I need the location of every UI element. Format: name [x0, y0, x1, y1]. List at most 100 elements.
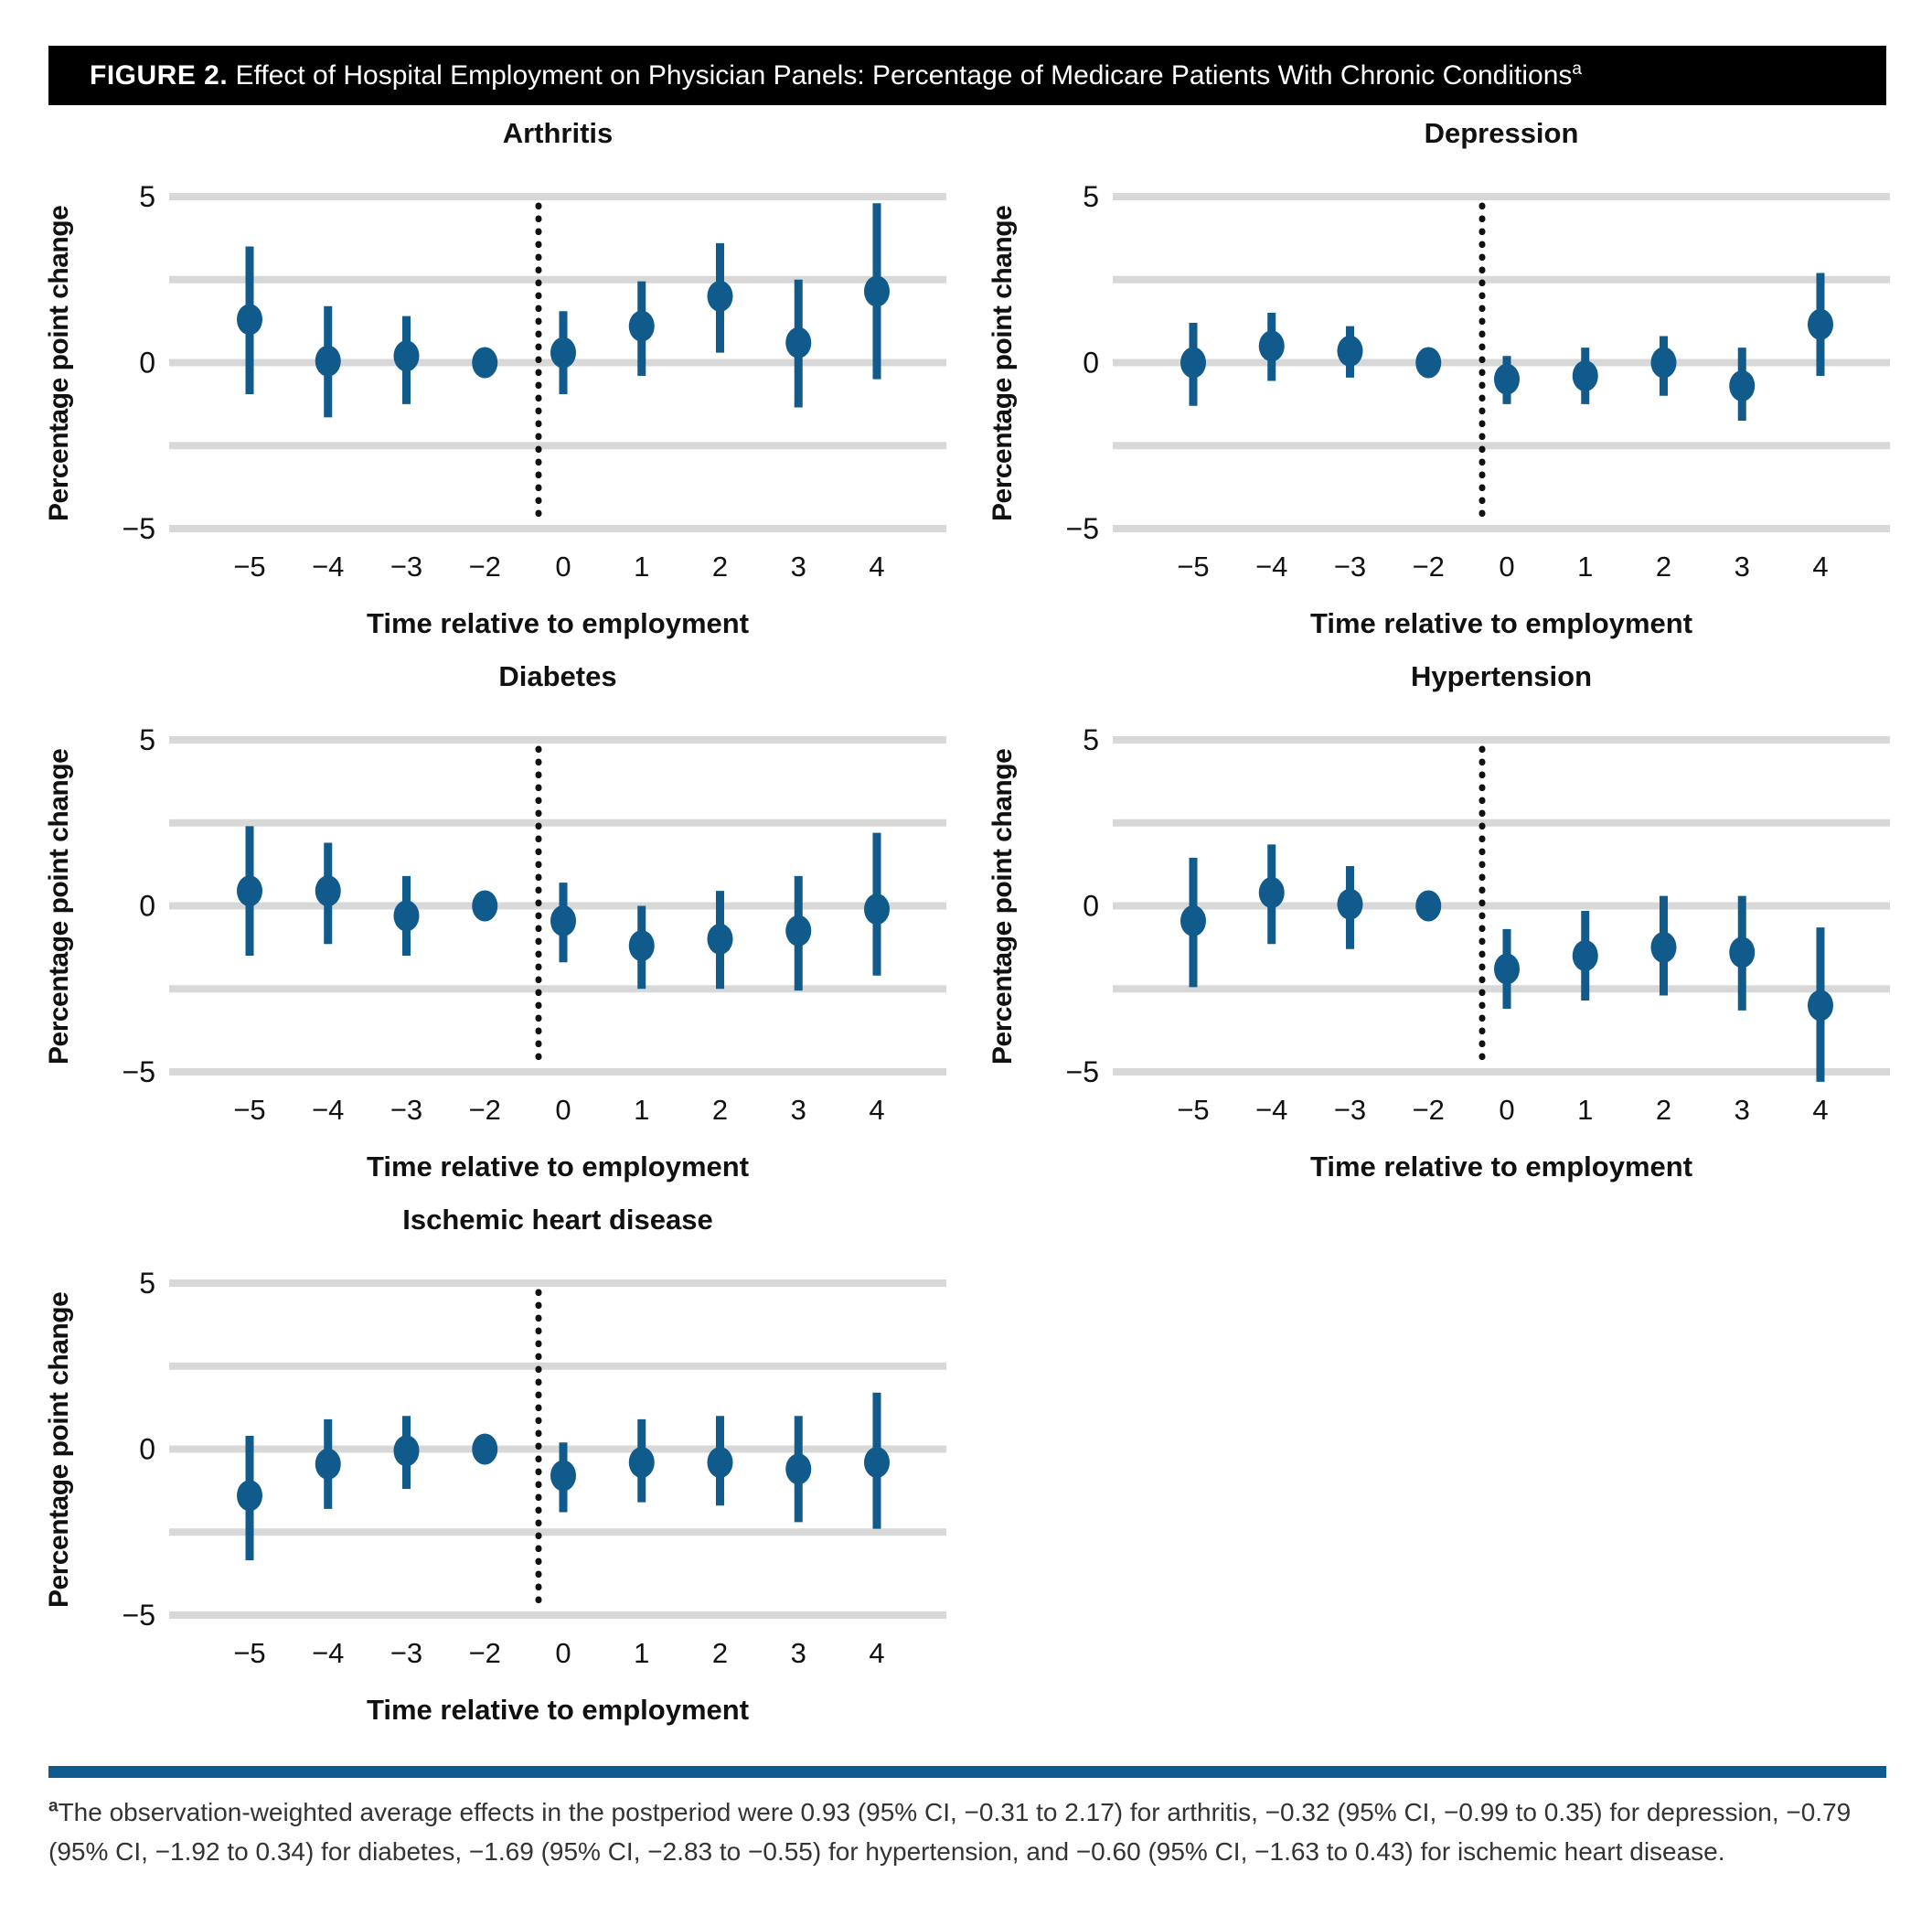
x-tick-label: −4: [1255, 1094, 1287, 1126]
x-tick-label: 4: [869, 551, 884, 583]
estimate-point: [393, 1435, 420, 1467]
reference-point: [472, 1433, 498, 1465]
y-gridline: [169, 1445, 946, 1453]
estimate-point: [1494, 363, 1520, 395]
reference-point: [472, 347, 498, 379]
estimate-point: [1258, 330, 1285, 362]
estimate-point: [315, 1448, 341, 1480]
panel-title: Depression: [1424, 117, 1579, 149]
y-tick-label: −5: [1066, 1055, 1099, 1088]
estimate-point: [550, 1460, 576, 1492]
x-tick-label: −3: [390, 1094, 422, 1126]
x-tick-label: −5: [1177, 551, 1209, 583]
reference-point: [472, 890, 498, 922]
y-gridline: [169, 1528, 946, 1536]
y-tick-label: 5: [1083, 180, 1099, 213]
x-axis-label: Time relative to employment: [1309, 607, 1693, 639]
y-gridline: [169, 442, 946, 450]
x-tick-label: 2: [1656, 1094, 1671, 1126]
y-gridline: [1113, 275, 1890, 284]
x-tick-label: 3: [791, 1637, 806, 1669]
estimate-point: [550, 904, 576, 936]
estimate-point: [864, 275, 890, 307]
x-tick-label: 3: [791, 551, 806, 583]
estimate-point: [237, 875, 262, 907]
y-tick-label: 5: [139, 723, 155, 756]
estimate-point: [1808, 308, 1833, 340]
x-tick-label: 2: [712, 1094, 728, 1126]
estimate-point: [1337, 888, 1363, 920]
plot-area: 5 0 −5 −5 −4 −3 −2 0 1 2 3 4: [123, 1267, 946, 1669]
plot-area: 5 0 −5 −5 −4 −3 −2 0 1 2 3 4: [123, 723, 946, 1126]
estimate-point: [707, 1447, 733, 1479]
x-tick-label: −5: [233, 1637, 265, 1669]
estimate-point: [315, 345, 341, 377]
figure-footnote: aThe observation-weighted average effect…: [48, 1793, 1906, 1872]
y-gridline: [169, 902, 946, 910]
estimate-point: [237, 304, 262, 336]
x-tick-label: 2: [712, 1637, 728, 1669]
y-gridline: [169, 193, 946, 200]
x-tick-label: 2: [712, 551, 728, 583]
reference-point: [1415, 347, 1442, 379]
x-tick-label: −4: [312, 551, 344, 583]
x-tick-label: −2: [469, 551, 501, 583]
plot-area: 5 0 −5 −5 −4 −3 −2 0 1 2 3 4: [1066, 180, 1890, 583]
y-tick-label: 0: [139, 890, 155, 923]
panel-hypertension: Hypertension Percentage point change 5 0−…: [980, 653, 1931, 1196]
y-gridline: [1113, 193, 1890, 200]
plot-area: 5 0 −5 −5 −4 −3 −2 0 1 2 3 4: [123, 180, 946, 583]
x-tick-label: 0: [555, 551, 571, 583]
estimate-point: [393, 900, 420, 932]
y-gridline: [1113, 736, 1890, 744]
estimate-point: [1180, 904, 1206, 936]
estimate-point: [1650, 931, 1677, 963]
x-tick-label: −4: [1255, 551, 1287, 583]
x-axis-label: Time relative to employment: [366, 1150, 750, 1183]
x-tick-label: 4: [869, 1094, 884, 1126]
y-tick-label: 5: [1083, 723, 1099, 756]
figure-header-bar: FIGURE 2. Effect of Hospital Employment …: [48, 46, 1886, 105]
panel-title: Diabetes: [498, 660, 617, 692]
estimate-point: [628, 930, 655, 962]
y-gridline: [169, 1611, 946, 1619]
x-tick-label: 1: [634, 1637, 649, 1669]
estimate-point: [1572, 360, 1598, 392]
estimate-point: [393, 340, 420, 372]
footnote-marker: a: [48, 1796, 59, 1816]
panel-diabetes: Diabetes Percentage point change 5 0 −5 −5−…: [37, 653, 987, 1196]
estimate-point: [864, 894, 890, 926]
y-tick-label: −5: [123, 1055, 155, 1088]
estimate-point: [1729, 936, 1756, 969]
estimate-point: [864, 1447, 890, 1479]
x-tick-label: 1: [1577, 551, 1593, 583]
y-gridline: [169, 525, 946, 532]
x-tick-label: −3: [1334, 551, 1366, 583]
x-tick-label: 3: [791, 1094, 806, 1126]
figure-title: Effect of Hospital Employment on Physici…: [228, 60, 1573, 91]
x-tick-label: −3: [1334, 1094, 1366, 1126]
x-tick-label: 2: [1656, 551, 1671, 583]
y-gridline: [169, 1068, 946, 1076]
x-tick-label: −4: [312, 1094, 344, 1126]
y-gridline: [1113, 819, 1890, 827]
x-tick-label: 0: [555, 1094, 571, 1126]
estimate-point: [628, 310, 655, 342]
panel-ischemic-heart-disease: Ischemic heart disease Percentage point …: [37, 1196, 987, 1739]
estimate-point: [1337, 335, 1363, 367]
estimate-point: [707, 923, 733, 955]
estimate-point: [785, 326, 812, 359]
y-tick-label: −5: [123, 1599, 155, 1632]
x-tick-label: −5: [1177, 1094, 1209, 1126]
y-tick-label: −5: [123, 512, 155, 545]
estimate-point: [1572, 939, 1598, 971]
estimate-point: [785, 1453, 812, 1485]
figure-number-label: FIGURE 2.: [90, 60, 229, 91]
x-tick-label: 3: [1735, 1094, 1750, 1126]
estimate-point: [1650, 347, 1677, 379]
y-tick-label: 0: [1083, 347, 1099, 380]
x-axis-label: Time relative to employment: [1309, 1150, 1693, 1183]
x-tick-label: 0: [555, 1637, 571, 1669]
y-tick-label: 0: [139, 347, 155, 380]
x-axis-label: Time relative to employment: [366, 607, 750, 639]
